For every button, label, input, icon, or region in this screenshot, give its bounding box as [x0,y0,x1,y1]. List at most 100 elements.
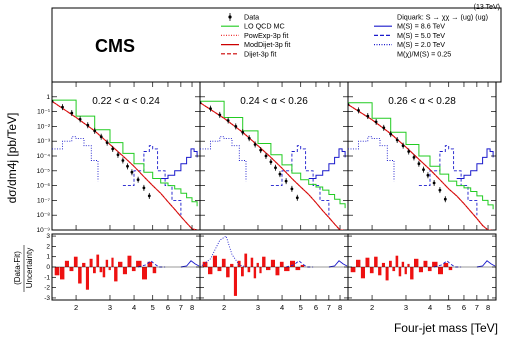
legend-right-title: Diquark: S → χχ → (ug) (ug) [397,13,488,22]
x-tick-label: 8 [338,303,342,312]
x-tick-label: 3 [108,303,112,312]
data-point [259,148,263,152]
y-axis-label-ratio-bottom: Uncertainty [25,248,34,288]
residual-bar [102,267,106,278]
data-point [52,99,54,103]
residual-bar [99,267,103,273]
data-point [78,117,82,121]
data-point [264,154,268,158]
y-tick-label-ratio: -2 [44,285,50,292]
residual-bar [244,253,248,267]
x-tick-label: 2 [222,303,226,312]
residual-bar [365,257,370,267]
y-tick-label-ratio: -1 [44,274,50,281]
panel-alpha-label: 0.26 < α < 0.28 [388,96,456,107]
qcd-mc-curve [52,99,198,207]
residual-bar [284,267,290,272]
x-tick-label: 6 [166,303,170,312]
y-tick-label-ratio: 1 [46,254,50,261]
residual-bar [212,255,217,267]
residual-bar [418,267,423,273]
x-tick-label: 4 [428,303,432,312]
residual-bar [118,261,123,267]
residual-bar [202,261,208,267]
data-point [366,114,370,118]
residual-bar [381,262,385,267]
residual-bar [60,267,65,280]
data-point [426,173,430,177]
residual-bar [262,256,266,267]
data-point [432,181,436,185]
data-point [295,196,299,200]
ratio-signal-8p6 [180,260,200,268]
residual-bar [270,259,275,267]
x-tick-label: 7 [327,303,331,312]
data-point [241,130,245,134]
panel-3: 0.26 < α < 0.28 2 3 4 5 6 7 8 [347,81,497,312]
data-point [348,103,350,106]
y-tick-label-main: 10⁻⁶ [37,183,51,190]
data-point [116,153,120,157]
legend-right: Diquark: S → χχ → (ug) (ug)M(S) = 8.6 Te… [374,13,488,58]
signal-5p0-curve [418,145,478,216]
residuals-group [54,254,200,290]
legend-left-label: PowExp-3p fit [244,31,288,40]
residual-bar [85,267,89,290]
data-point [389,132,393,136]
residual-bar [279,261,284,267]
curves-group [348,101,494,230]
y-tick-label-main: 1 [46,94,50,101]
residuals-group [350,255,496,281]
data-point [105,141,109,145]
residual-bar [73,256,78,267]
residual-bar [275,267,280,276]
y-axis-label-ratio-top: (Data-Fit) [13,251,22,285]
residual-bar [414,258,419,268]
data-point [61,105,64,109]
x-tick-label: 6 [314,303,318,312]
residual-bar [256,262,259,267]
residual-bar [131,267,136,272]
signal-8p6-curve [308,148,346,179]
x-tick-label: 4 [280,303,284,312]
data-point [269,160,273,164]
data-point [443,197,447,201]
data-point [99,135,103,139]
data-point [284,179,288,183]
data-point [438,188,442,192]
powexp-fit-curve [52,100,198,230]
residual-bar [230,263,234,267]
residual-bar [432,261,438,267]
legend-right-label: M(S) = 2.0 TeV [397,40,445,49]
qcd-mc-curve [348,102,494,210]
residual-bar [395,255,399,267]
residual-bar [356,259,361,267]
residual-bar [401,261,405,267]
y-tick-label-main: 10⁻¹ [37,109,51,116]
curves-group [200,99,346,230]
residual-bar [259,267,262,274]
x-tick-label: 5 [447,303,451,312]
qcd-mc-curve [200,100,346,209]
x-tick-label: 5 [299,303,303,312]
x-tick-label: 7 [179,303,183,312]
residual-bar [69,267,74,272]
legend-right-note: M(χ)/M(S) = 0.25 [397,49,451,58]
data-point [121,159,125,162]
panels-group: 0.22 < α < 0.242 3 4 5 6 7 80.24 < α < 0.262 3 4… [37,81,497,312]
data-point [357,109,360,112]
data-point [130,170,134,174]
residual-bar [360,267,365,279]
y-tick-label-ratio: 0 [46,264,50,271]
legend-left-label: LO QCD MC [244,22,285,31]
data-point [407,150,411,153]
ratio-signal-8p6 [328,260,348,268]
x-axis-label: Four-jet mass [TeV] [394,321,498,335]
data-point [111,147,115,151]
residual-bar [89,258,93,268]
residual-bar [105,259,109,267]
signal-2p0-curve [52,136,99,182]
residual-bar [208,267,213,275]
